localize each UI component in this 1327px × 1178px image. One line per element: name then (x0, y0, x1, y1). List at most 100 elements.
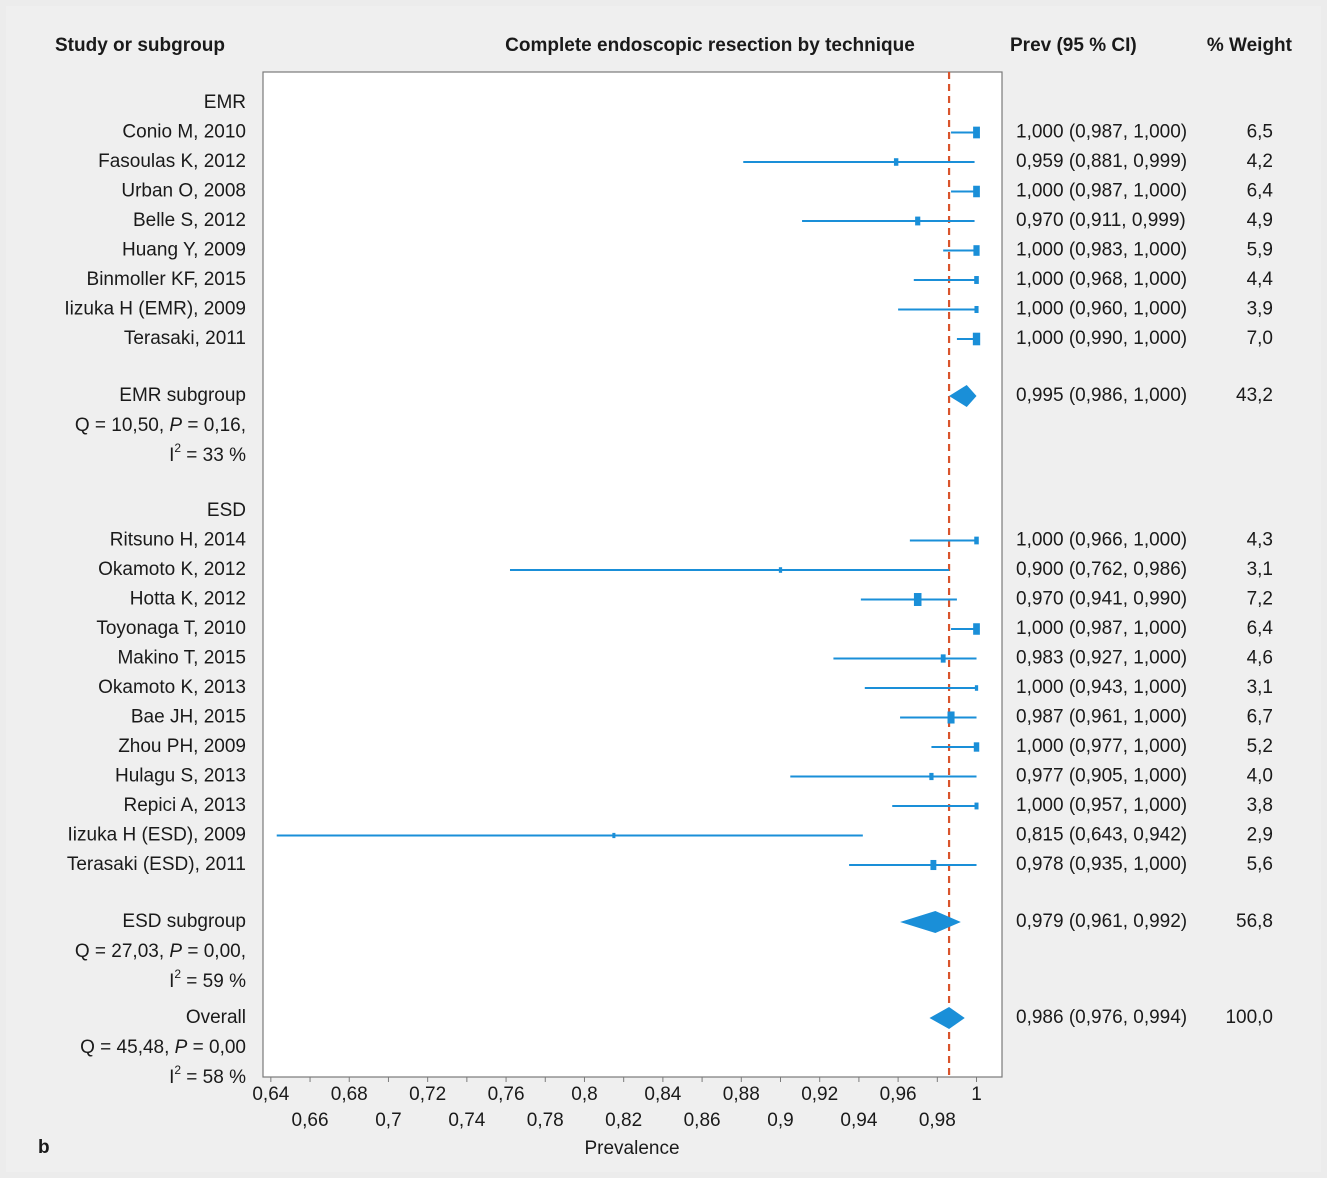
weight-text: 3,1 (1247, 559, 1273, 580)
ci-text: 0,986 (0,976, 0,994) (1016, 1007, 1187, 1028)
i-text: = 58 % (181, 1067, 246, 1088)
study-header: Study or subgroup (55, 35, 225, 56)
weight-text: 6,5 (1247, 122, 1273, 143)
x-tick-label: 0,86 (684, 1110, 721, 1131)
weight-text: 56,8 (1236, 911, 1273, 932)
x-tick-label: 0,96 (880, 1084, 917, 1105)
x-tick-label: 0,74 (448, 1110, 485, 1131)
ci-text: 0,987 (0,961, 1,000) (1016, 707, 1187, 728)
weight-text: 6,4 (1247, 618, 1274, 639)
x-tick-label: 0,68 (331, 1084, 368, 1105)
estimate-marker (930, 859, 937, 871)
weight-text: 4,0 (1247, 766, 1273, 787)
x-tick-label: 0,78 (527, 1110, 564, 1131)
ci-text: 1,000 (0,968, 1,000) (1016, 269, 1187, 290)
estimate-header: Prev (95 % CI) (1010, 35, 1137, 56)
ci-text: 1,000 (0,960, 1,000) (1016, 299, 1187, 320)
estimate-marker (973, 245, 980, 256)
x-tick-label: 0,76 (488, 1084, 525, 1105)
x-tick-label: 0,9 (767, 1110, 793, 1131)
group-header: ESD (207, 500, 246, 521)
heterogeneity-q: Q = 45,48, P = 0,00 (80, 1037, 246, 1058)
study-label: Belle S, 2012 (133, 210, 246, 231)
weight-text: 4,2 (1247, 151, 1273, 172)
estimate-marker (974, 685, 979, 691)
weight-header: % Weight (1207, 35, 1293, 56)
panel-label: b (38, 1137, 50, 1158)
ci-text: 0,979 (0,961, 0,992) (1016, 911, 1187, 932)
estimate-marker (915, 216, 921, 226)
ci-text: 1,000 (0,957, 1,000) (1016, 795, 1187, 816)
estimate-marker (612, 832, 616, 839)
q-text: Q = 27,03, (75, 941, 170, 962)
study-label: Conio M, 2010 (122, 122, 246, 143)
ci-text: 0,970 (0,911, 0,999) (1016, 210, 1186, 231)
p-text: = 0,16, (182, 415, 246, 436)
weight-text: 3,1 (1247, 677, 1273, 698)
study-label: Makino T, 2015 (117, 648, 246, 669)
estimate-marker (973, 126, 980, 139)
q-text: Q = 45,48, (80, 1037, 175, 1058)
x-tick-label: 0,8 (571, 1084, 597, 1105)
weight-text: 4,3 (1247, 530, 1273, 551)
estimate-marker (972, 332, 981, 346)
ci-text: 0,900 (0,762, 0,986) (1016, 559, 1187, 580)
p-symbol: P (169, 415, 182, 436)
estimate-marker (929, 772, 934, 781)
chart-title: Complete endoscopic resection by techniq… (505, 35, 915, 56)
study-label: Fasoulas K, 2012 (98, 151, 246, 172)
estimate-marker (973, 742, 980, 752)
study-label: Terasaki (ESD), 2011 (67, 854, 246, 875)
weight-text: 4,9 (1247, 210, 1273, 231)
group-header: EMR (204, 92, 246, 113)
pooled-label: EMR subgroup (119, 385, 246, 406)
p-symbol: P (175, 1037, 188, 1058)
study-label: Iizuka H (ESD), 2009 (68, 825, 246, 846)
heterogeneity-i: I2 = 58 % (169, 1063, 246, 1088)
plot-area (262, 71, 1003, 1078)
study-label: Toyonaga T, 2010 (96, 618, 246, 639)
ci-text: 1,000 (0,966, 1,000) (1016, 530, 1187, 551)
heterogeneity-i: I2 = 33 % (169, 441, 246, 466)
ci-text: 0,977 (0,905, 1,000) (1016, 766, 1187, 787)
estimate-marker (973, 185, 980, 198)
study-label: Hotta K, 2012 (130, 589, 246, 610)
pooled-diamond (929, 1007, 965, 1029)
estimate-marker (973, 623, 980, 635)
weight-text: 5,2 (1247, 736, 1273, 757)
x-tick-label: 1 (971, 1084, 982, 1105)
pooled-diamond (900, 911, 961, 933)
x-tick-label: 0,98 (919, 1110, 956, 1131)
weight-text: 7,0 (1247, 328, 1273, 349)
ci-text: 1,000 (0,977, 1,000) (1016, 736, 1187, 757)
i-text: = 33 % (181, 445, 246, 466)
estimate-marker (778, 567, 783, 573)
x-tick-label: 0,88 (723, 1084, 760, 1105)
study-label: Ritsuno H, 2014 (110, 530, 247, 551)
estimate-marker (974, 305, 979, 314)
i-exponent: 2 (174, 1063, 181, 1077)
pooled-diamond (949, 385, 977, 407)
x-tick-label: 0,7 (375, 1110, 401, 1131)
weight-text: 7,2 (1247, 589, 1273, 610)
estimate-marker (974, 276, 979, 284)
ci-text: 0,959 (0,881, 0,999) (1016, 151, 1187, 172)
study-label: Terasaki, 2011 (124, 328, 246, 349)
x-tick-label: 0,82 (605, 1110, 642, 1131)
weight-text: 6,4 (1247, 181, 1274, 202)
ci-text: 1,000 (0,990, 1,000) (1016, 328, 1187, 349)
ci-text: 0,983 (0,927, 1,000) (1016, 648, 1187, 669)
weight-text: 2,9 (1247, 825, 1273, 846)
study-label: Hulagu S, 2013 (115, 766, 246, 787)
study-label: Binmoller KF, 2015 (87, 269, 246, 290)
heterogeneity-i: I2 = 59 % (169, 967, 246, 992)
x-tick-label: 0,66 (292, 1110, 329, 1131)
ci-text: 0,970 (0,941, 0,990) (1016, 589, 1187, 610)
estimate-marker (893, 158, 899, 166)
estimate-marker (940, 654, 946, 663)
x-tick-label: 0,94 (840, 1110, 877, 1131)
p-text: = 0,00 (187, 1037, 246, 1058)
q-text: Q = 10,50, (75, 415, 170, 436)
